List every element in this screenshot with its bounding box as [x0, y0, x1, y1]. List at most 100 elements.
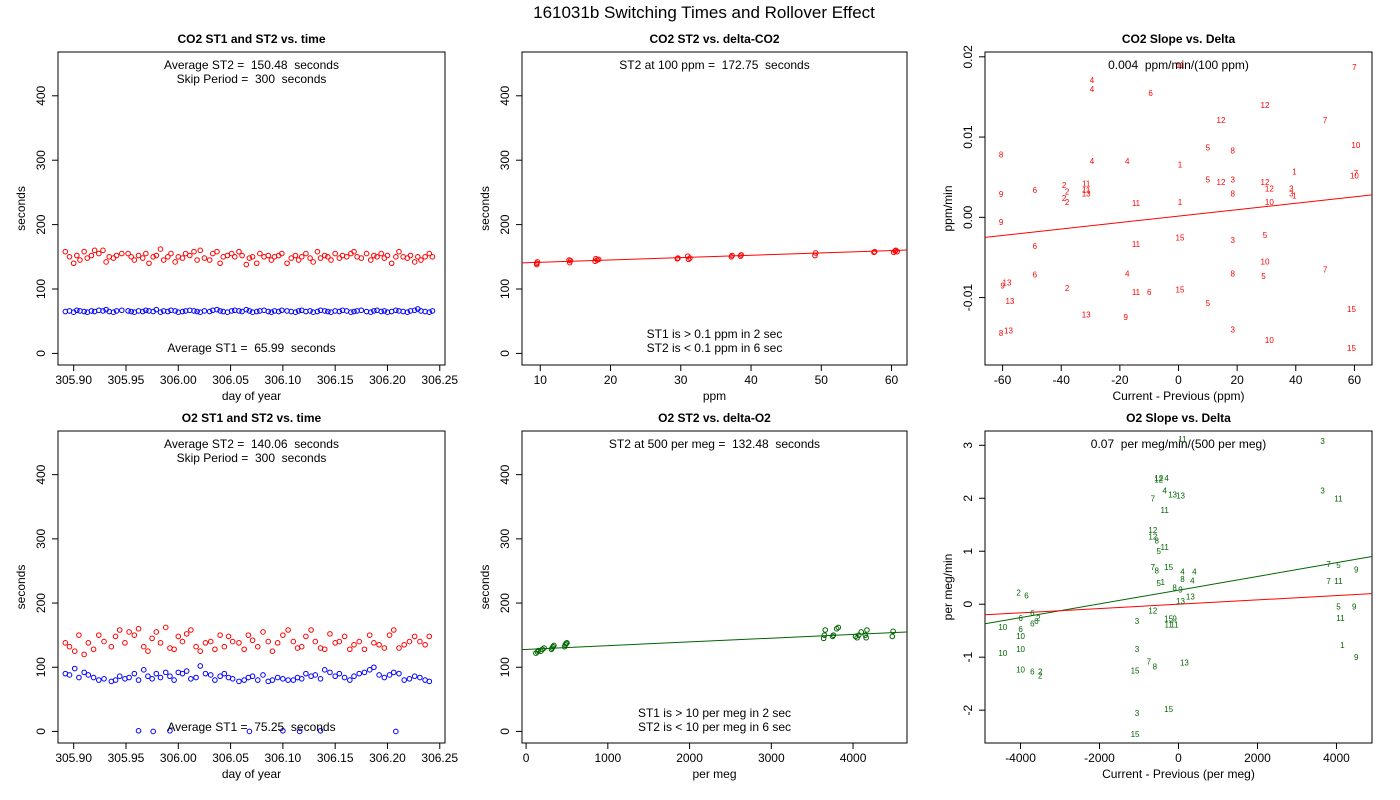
- point-label: 15: [1347, 344, 1356, 353]
- point-label: 8: [1155, 566, 1160, 575]
- plot-area: [522, 247, 907, 268]
- point-label: 2: [1036, 614, 1041, 623]
- data-point-st1: [325, 308, 331, 315]
- data-point-st2: [122, 640, 128, 646]
- data-point-st2: [393, 254, 399, 260]
- data-point-st2: [674, 255, 681, 262]
- point-label: 3: [1135, 709, 1140, 718]
- data-point-st2: [285, 627, 291, 633]
- point-label: 7: [1323, 265, 1328, 274]
- data-point-st2: [162, 624, 169, 631]
- x-tick-label: 306.20: [369, 751, 406, 765]
- data-point-st1: [386, 672, 393, 678]
- point-label: 10: [1265, 336, 1274, 345]
- data-point-st1: [314, 308, 321, 315]
- x-tick-label: 60: [885, 373, 899, 387]
- y-tick-label: 200: [498, 593, 512, 613]
- data-point-st2: [356, 638, 363, 645]
- data-point-st2: [871, 248, 878, 255]
- point-label: 1: [1178, 160, 1183, 169]
- data-point-st2: [217, 260, 223, 267]
- x-axis-label: per meg: [692, 767, 736, 781]
- y-tick-label: 0.00: [961, 205, 975, 229]
- data-point-st1: [131, 670, 138, 677]
- point-label: 6: [1034, 617, 1039, 626]
- x-tick-label: 306.15: [317, 751, 354, 765]
- data-point-st2: [257, 250, 263, 257]
- data-point-st2: [160, 257, 167, 263]
- data-point-st2: [101, 638, 107, 645]
- y-tick-label: 0: [498, 728, 512, 735]
- data-point-st1: [280, 676, 286, 682]
- data-point-st1: [140, 667, 147, 673]
- y-axis-label: seconds: [478, 565, 492, 610]
- point-label: 8: [1231, 189, 1236, 198]
- point-label: 1: [1160, 578, 1165, 587]
- data-point-st1: [366, 667, 373, 673]
- y-tick-label: 2: [961, 495, 975, 502]
- point-label: 3: [1320, 486, 1325, 495]
- point-label: 13: [1180, 658, 1189, 667]
- point-label: 6: [1148, 89, 1153, 98]
- data-point-st2: [103, 259, 109, 265]
- fit-line: [522, 631, 907, 651]
- annotation: Average ST1 = 75.25 seconds: [167, 720, 335, 734]
- point-label: 10: [1351, 141, 1360, 150]
- data-point-st2: [175, 633, 182, 640]
- point-label: 13: [1186, 592, 1195, 601]
- data-point-st2: [551, 642, 557, 649]
- data-point-st2: [88, 252, 95, 259]
- data-point-st2: [125, 250, 131, 257]
- point-label: 13: [1176, 597, 1185, 606]
- data-point-st2: [830, 632, 837, 638]
- x-tick-label: 306.25: [421, 751, 458, 765]
- data-point-st2: [113, 252, 120, 259]
- point-label: 10: [1016, 632, 1025, 641]
- data-point-st2: [351, 641, 357, 648]
- data-point-st2: [321, 646, 328, 653]
- data-point-st1: [71, 665, 78, 672]
- data-point-st1: [280, 728, 286, 734]
- point-label: 4: [1090, 157, 1095, 166]
- point-label: 12: [1154, 474, 1163, 483]
- data-point-st1: [228, 308, 235, 314]
- data-point-st2: [253, 260, 260, 267]
- data-point-st1: [358, 307, 365, 314]
- data-point-st2: [236, 248, 242, 255]
- point-label: 9: [1354, 653, 1359, 662]
- plot-area: [522, 624, 907, 656]
- plot-area: [62, 624, 433, 735]
- data-point-st1: [351, 308, 357, 315]
- data-point-st1: [321, 308, 328, 314]
- data-point-st1: [429, 308, 436, 314]
- point-label: 13: [1082, 189, 1091, 198]
- x-axis-label: ppm: [703, 389, 726, 403]
- data-point-st2: [534, 259, 541, 265]
- data-point-st1: [348, 309, 354, 315]
- x-tick-label: 60: [1348, 373, 1362, 387]
- data-point-st2: [153, 252, 160, 259]
- point-label: 15: [1164, 615, 1173, 624]
- data-point-st1: [135, 728, 142, 734]
- x-tick-label: 305.95: [108, 751, 145, 765]
- chart-o2_time: O2 ST1 and ST2 vs. time 305.90 305.95 306.0…: [14, 411, 458, 781]
- data-point-st1: [81, 308, 87, 315]
- point-label: 8: [1231, 270, 1236, 279]
- data-point-st1: [90, 674, 97, 681]
- data-point-st2: [66, 254, 73, 260]
- data-point-st1: [249, 673, 256, 680]
- point-label: 6: [1018, 614, 1023, 623]
- point-label: 5: [1157, 579, 1162, 588]
- data-point-st1: [246, 728, 253, 735]
- data-point-st1: [381, 308, 388, 314]
- data-point-st2: [366, 632, 373, 638]
- point-label: 15: [1164, 705, 1173, 714]
- data-point-st2: [157, 640, 164, 646]
- x-tick-label: 0: [1175, 373, 1182, 387]
- plot-frame: [57, 51, 446, 366]
- x-tick-label: 306.15: [317, 373, 354, 387]
- point-label: 4: [1190, 576, 1195, 585]
- x-tick-label: 0: [1175, 751, 1182, 765]
- data-point-st1: [246, 308, 253, 314]
- data-point-st1: [367, 309, 374, 315]
